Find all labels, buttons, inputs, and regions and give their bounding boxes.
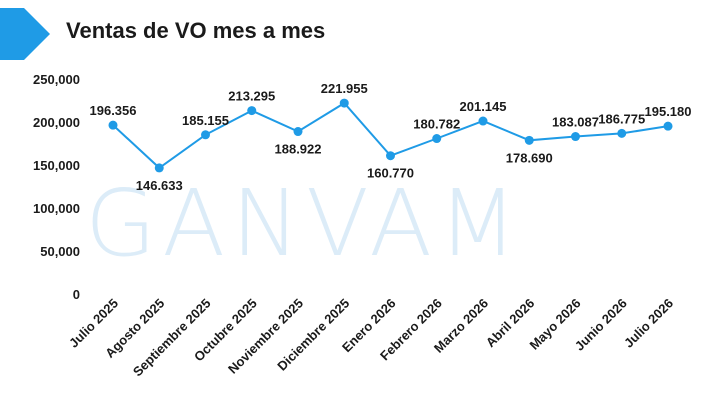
y-tick-label: 250,000: [33, 72, 80, 87]
data-label: 196.356: [90, 103, 137, 118]
data-points: [108, 98, 673, 173]
page-title: Ventas de VO mes a mes: [66, 18, 326, 43]
y-axis: 0 50,000 100,000 150,000 200,000 250,000: [33, 72, 80, 302]
y-tick-label: 150,000: [33, 158, 80, 173]
header-accent-flag: [0, 8, 50, 60]
data-labels: 196.356 146.633 185.155 213.295 188.922 221.9…: [90, 81, 692, 193]
data-point: [247, 106, 257, 116]
data-label: 180.782: [413, 117, 460, 132]
data-label: 221.955: [321, 81, 368, 96]
x-tick-label: Septiembre 2025: [130, 296, 214, 380]
y-tick-label: 0: [73, 287, 80, 302]
data-label: 186.775: [598, 111, 645, 126]
data-label: 185.155: [182, 113, 229, 128]
data-point: [571, 132, 580, 142]
data-point: [432, 134, 442, 144]
data-point: [617, 128, 627, 138]
y-tick-label: 100,000: [33, 201, 80, 216]
data-label: 195.180: [645, 104, 692, 119]
data-point: [108, 120, 118, 130]
data-point: [293, 127, 303, 137]
y-tick-label: 200,000: [33, 115, 80, 130]
y-tick-label: 50,000: [40, 244, 80, 259]
watermark-logo: GANVAM: [85, 170, 524, 277]
data-label: 160.770: [367, 166, 414, 181]
data-point: [154, 163, 164, 173]
data-point: [201, 130, 210, 140]
data-label: 201.145: [460, 99, 507, 114]
data-point: [478, 116, 488, 126]
data-label: 183.087: [552, 115, 599, 130]
data-point: [386, 151, 395, 161]
data-label: 213.295: [228, 89, 275, 104]
data-label: 188.922: [275, 142, 322, 157]
data-point: [339, 98, 349, 108]
data-label: 178.690: [506, 150, 553, 165]
data-point: [524, 135, 534, 145]
data-label: 146.633: [136, 178, 183, 193]
data-point: [663, 121, 673, 131]
x-tick-label: Julio 2026: [621, 296, 676, 351]
